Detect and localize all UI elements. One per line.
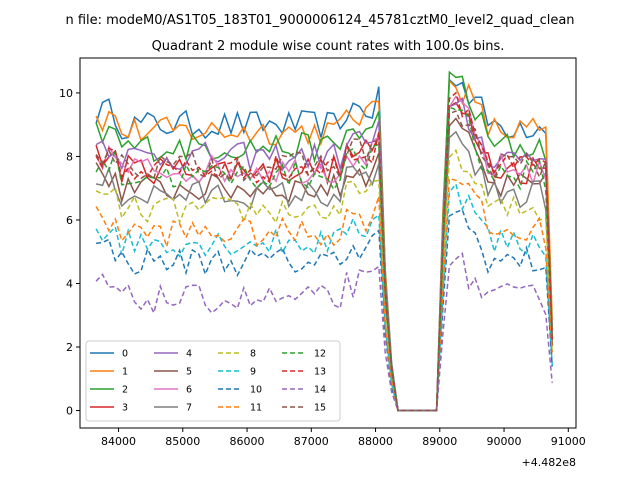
y-tick-label: 2 (66, 341, 73, 354)
series-line-2 (95, 70, 553, 412)
series-line-12 (95, 106, 553, 412)
x-offset-label: +4.482e8 (522, 456, 576, 469)
series-lines (95, 70, 553, 412)
legend-label-12: 12 (314, 349, 326, 360)
legend-label-6: 6 (186, 385, 192, 396)
legend-label-4: 4 (186, 349, 192, 360)
series-line-3 (95, 101, 553, 412)
series-line-9 (95, 182, 553, 412)
x-tick-label: 90000 (487, 435, 522, 448)
y-tick-label: 8 (66, 150, 73, 163)
figure-suptitle: n file: modeM0/AS1T05_183T01_9000006124_… (65, 13, 574, 28)
y-tick-label: 0 (66, 405, 73, 418)
x-tick-label: 86000 (230, 435, 265, 448)
series-line-8 (95, 148, 553, 412)
legend-label-3: 3 (122, 403, 128, 414)
x-tick-label: 87000 (294, 435, 329, 448)
x-tick-label: 85000 (165, 435, 200, 448)
plot-frame (79, 57, 577, 429)
series-line-15 (95, 110, 553, 412)
x-tick-label: 88000 (358, 435, 393, 448)
legend-label-14: 14 (314, 385, 326, 396)
x-tick-label: 91000 (551, 435, 586, 448)
series-line-11 (95, 177, 553, 412)
y-tick-label: 4 (66, 277, 73, 290)
legend-box (85, 340, 341, 422)
legend-label-1: 1 (122, 367, 128, 378)
series-line-1 (95, 79, 553, 412)
legend-label-7: 7 (186, 403, 192, 414)
legend-label-10: 10 (250, 385, 262, 396)
series-line-10 (95, 208, 553, 412)
series-line-0 (95, 78, 553, 412)
series-line-14 (95, 252, 553, 412)
legend-label-11: 11 (250, 403, 262, 414)
legend-label-13: 13 (314, 367, 326, 378)
legend-label-2: 2 (122, 385, 128, 396)
x-tick-label: 89000 (422, 435, 457, 448)
legend-label-8: 8 (250, 349, 256, 360)
x-tick-label: 84000 (101, 435, 136, 448)
y-tick-label: 6 (66, 214, 73, 227)
series-line-4 (95, 97, 553, 412)
legend-label-5: 5 (186, 367, 192, 378)
legend-label-0: 0 (122, 349, 128, 360)
y-tick-label: 10 (59, 87, 73, 100)
legend-label-9: 9 (250, 367, 256, 378)
x-axis: 84000 85000 86000 87000 88000 89000 90000 91000 (101, 428, 586, 448)
chart-title: Quadrant 2 module wise count rates with … (152, 39, 505, 54)
legend-label-15: 15 (314, 403, 326, 414)
y-axis: 0 2 4 6 8 10 (59, 87, 80, 418)
